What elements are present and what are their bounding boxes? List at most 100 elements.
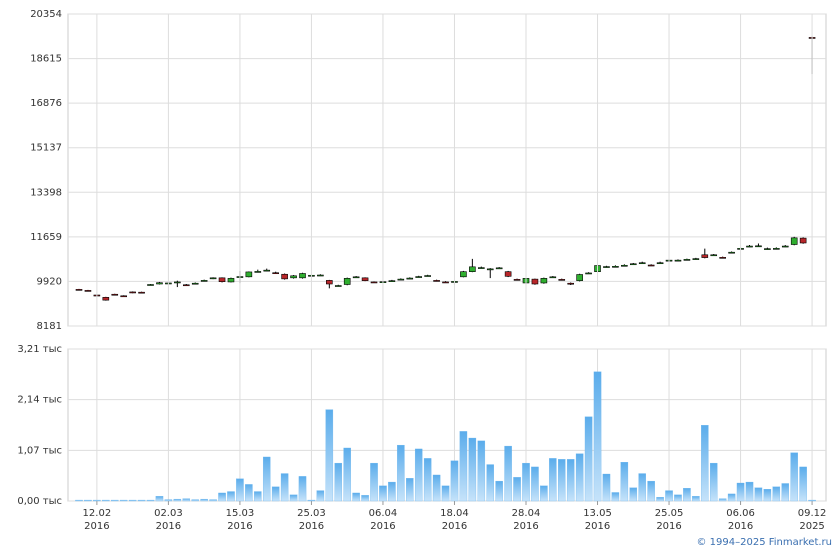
candle-body: [513, 279, 521, 281]
volume-bar: [736, 482, 745, 502]
volume-bar: [388, 481, 396, 502]
candle-body: [147, 284, 154, 286]
volume-bar: [495, 480, 503, 502]
volume-bar: [262, 456, 271, 502]
candle-body: [174, 281, 181, 284]
volume-bar: [611, 492, 620, 502]
volume-bar: [566, 459, 575, 502]
candle-body: [84, 290, 92, 292]
candle-body: [326, 280, 333, 285]
candle-body: [558, 279, 566, 281]
candle-body: [102, 297, 110, 301]
volume-bar: [111, 499, 119, 502]
candle-body: [647, 264, 655, 267]
volume-bar: [218, 492, 226, 502]
volume-bar: [790, 452, 798, 502]
x-tick-label: 25.05: [655, 508, 684, 519]
volume-bar: [683, 488, 691, 502]
candle-body: [603, 266, 610, 268]
candle-body: [343, 278, 351, 285]
volume-bar: [432, 474, 441, 502]
x-tick-year: 2016: [156, 521, 181, 532]
volume-bar: [692, 496, 700, 502]
volume-bar: [593, 371, 602, 502]
x-tick-year: 2016: [728, 521, 753, 532]
x-tick-year: 2016: [585, 521, 610, 532]
candle-body: [656, 262, 664, 265]
candle-body: [75, 289, 83, 291]
x-tick-label: 13.05: [583, 508, 612, 519]
volume-bar: [504, 445, 512, 502]
volume-bar: [531, 466, 539, 502]
volume-bar: [236, 478, 244, 502]
candle-body: [200, 280, 208, 282]
volume-bar: [468, 437, 477, 502]
candle-body: [120, 295, 127, 298]
candle-body: [567, 282, 575, 285]
volume-bar: [307, 499, 316, 502]
candle-body: [397, 278, 405, 281]
volume-bar: [727, 493, 736, 502]
volume-bar: [93, 499, 101, 502]
candle-body: [334, 285, 342, 287]
volume-bar: [584, 416, 593, 502]
volume-bar: [647, 480, 655, 502]
y-tick-label: 16876: [30, 98, 62, 109]
x-tick-year: 2016: [656, 521, 681, 532]
candle-body: [138, 291, 145, 294]
price-frame: [67, 13, 827, 327]
volume-bar: [423, 458, 432, 502]
y-tick-label: 18615: [30, 54, 62, 65]
volume-bar: [406, 478, 414, 502]
copyright[interactable]: © 1994–2025 Finmarket.ru: [696, 537, 832, 548]
volume-bar: [745, 481, 754, 502]
x-tick-year: 2016: [370, 521, 395, 532]
volume-bar: [674, 494, 682, 502]
candle-body: [370, 281, 378, 284]
volume-bar: [200, 498, 208, 502]
volume-bar: [245, 484, 253, 502]
volume-bar: [137, 499, 146, 502]
candle-body: [469, 266, 476, 272]
volume-bar: [298, 476, 307, 502]
volume-bar: [558, 459, 566, 502]
candle-body: [227, 278, 235, 283]
candle-body: [495, 267, 503, 270]
volume-bar: [772, 486, 781, 502]
volume-bar: [414, 448, 423, 502]
volume-bar: [513, 477, 521, 502]
volume-bar: [602, 473, 611, 502]
volume-bar: [146, 499, 155, 502]
volume-bar: [799, 466, 807, 502]
volume-bar: [781, 483, 790, 502]
candle-body: [755, 245, 762, 248]
volume-bar: [656, 497, 664, 502]
volume-bar: [155, 496, 164, 502]
volume-bar: [709, 462, 718, 502]
candle-body: [799, 237, 807, 244]
candle-body: [245, 271, 253, 278]
y-tick-label: 13398: [30, 187, 62, 198]
volume-bar: [182, 498, 191, 502]
candle-body: [182, 284, 190, 287]
candle-body: [460, 271, 467, 278]
volume-bar: [227, 491, 235, 502]
volume-bar: [352, 492, 360, 502]
y-tick-label: 20354: [30, 9, 62, 20]
volume-bar: [271, 486, 280, 502]
y-tick-label: 0,00 тыс: [17, 496, 62, 507]
volume-bar: [701, 425, 709, 502]
volume-bar: [334, 462, 343, 502]
y-tick-label: 9920: [37, 276, 62, 287]
candle-body: [701, 254, 709, 258]
copyright-link[interactable]: © 1994–2025 Finmarket.ru: [696, 537, 832, 548]
candle-body: [531, 278, 539, 285]
candle-body: [549, 276, 557, 279]
candle-body: [764, 248, 771, 250]
volume-bar: [370, 462, 378, 502]
candle-body: [388, 280, 396, 282]
x-tick-label: 25.03: [297, 508, 326, 519]
volume-bar: [459, 431, 468, 502]
volume-bar: [173, 498, 182, 502]
candle-body: [263, 269, 271, 272]
